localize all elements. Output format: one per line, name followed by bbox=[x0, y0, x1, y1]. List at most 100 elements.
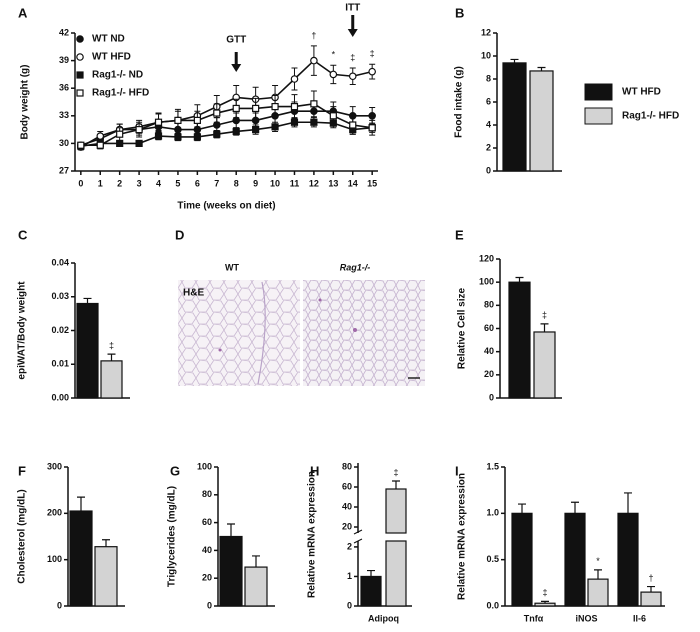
y-tick-label: 100 bbox=[197, 461, 212, 471]
significance-mark: ‡ bbox=[393, 467, 398, 477]
legend-label: Rag1-/- HFD bbox=[622, 111, 679, 122]
marker bbox=[77, 141, 85, 149]
x-tick-label: 12 bbox=[309, 178, 319, 188]
y-tick-label: 0.04 bbox=[51, 257, 69, 267]
bar bbox=[502, 62, 527, 172]
annotation: ITT bbox=[345, 3, 360, 14]
series-line bbox=[80, 59, 373, 148]
y-tick-label: 20 bbox=[202, 573, 212, 583]
x-tick-label: 3 bbox=[137, 178, 142, 188]
y-axis-label: Triglycerides (mg/dL) bbox=[167, 486, 178, 587]
marker bbox=[368, 112, 376, 120]
marker bbox=[310, 56, 318, 65]
marker bbox=[232, 104, 240, 113]
y-tick-label: 0.0 bbox=[486, 600, 499, 610]
legend-label: WT ND bbox=[92, 34, 125, 45]
x-tick-label: 8 bbox=[234, 178, 239, 188]
y-tick-label: 2 bbox=[486, 142, 491, 152]
tissue-detail bbox=[257, 281, 266, 385]
marker bbox=[76, 53, 84, 61]
marker bbox=[271, 123, 279, 131]
marker bbox=[232, 116, 241, 125]
marker bbox=[213, 109, 221, 117]
error-bar bbox=[510, 58, 519, 63]
error-bar bbox=[537, 66, 546, 71]
series-line bbox=[80, 121, 373, 147]
y-tick-label: 40 bbox=[342, 501, 352, 511]
marker bbox=[135, 139, 143, 147]
marker bbox=[76, 89, 84, 97]
x-tick-label: Il-6 bbox=[633, 613, 646, 623]
error-bar bbox=[571, 501, 579, 514]
marker bbox=[290, 75, 299, 83]
error-bar bbox=[624, 492, 632, 514]
marker bbox=[135, 125, 143, 134]
error-bar bbox=[367, 569, 375, 577]
error-bar bbox=[102, 539, 110, 547]
series-line bbox=[80, 110, 373, 146]
y-tick-label: 6 bbox=[486, 96, 491, 106]
y-axis-label: Relative mRNA expression bbox=[307, 471, 318, 598]
bar bbox=[219, 535, 243, 607]
y-tick-label: 0 bbox=[57, 600, 62, 610]
tissue-detail bbox=[353, 328, 357, 332]
y-tick-label: 200 bbox=[47, 508, 62, 518]
y-tick-label: 0.5 bbox=[486, 554, 499, 564]
tissue-detail bbox=[218, 348, 222, 352]
significance-mark: † bbox=[311, 30, 316, 40]
marker bbox=[154, 118, 163, 126]
bar bbox=[617, 512, 639, 607]
y-tick-label: 30 bbox=[59, 138, 69, 148]
error-bar bbox=[77, 496, 85, 512]
significance-mark: † bbox=[648, 573, 653, 583]
y-tick-label: 1 bbox=[347, 571, 352, 581]
marker bbox=[271, 102, 279, 111]
y-tick-label: 0.02 bbox=[51, 325, 69, 335]
marker bbox=[310, 118, 318, 126]
marker bbox=[310, 100, 318, 108]
y-tick-label: 0.03 bbox=[51, 291, 69, 301]
y-tick-label: 4 bbox=[486, 119, 491, 129]
error-bar bbox=[647, 585, 655, 593]
error-bar bbox=[252, 555, 260, 568]
panel-letter: E bbox=[455, 227, 464, 242]
bar bbox=[94, 546, 118, 607]
panel-letter: I bbox=[455, 463, 459, 478]
bar bbox=[360, 575, 382, 607]
marker bbox=[348, 72, 357, 81]
marker bbox=[116, 130, 124, 138]
error-bar bbox=[392, 480, 400, 489]
bar bbox=[508, 281, 531, 399]
marker bbox=[368, 124, 376, 132]
image-label: Rag1-/- bbox=[340, 262, 371, 272]
marker bbox=[193, 133, 201, 141]
y-tick-label: 0 bbox=[207, 600, 212, 610]
panel-letter: G bbox=[170, 463, 180, 478]
y-tick-label: 60 bbox=[202, 517, 212, 527]
stain-label: H&E bbox=[183, 288, 204, 299]
x-tick-label: 7 bbox=[214, 178, 219, 188]
marker bbox=[96, 141, 104, 149]
y-tick-label: 1.0 bbox=[486, 508, 499, 518]
bar bbox=[244, 566, 268, 607]
x-tick-label: 5 bbox=[175, 178, 180, 188]
micrograph bbox=[303, 280, 425, 386]
y-tick-label: 300 bbox=[47, 461, 62, 471]
panel-letter: H bbox=[310, 463, 319, 478]
legend-swatch bbox=[584, 107, 613, 125]
marker bbox=[193, 116, 201, 125]
legend-label: WT HFD bbox=[622, 87, 661, 98]
x-tick-label: 0 bbox=[78, 178, 83, 188]
y-tick-label: 80 bbox=[342, 461, 352, 471]
x-axis-label: Time (weeks on diet) bbox=[177, 201, 275, 212]
legend-swatch bbox=[584, 83, 613, 101]
bar bbox=[533, 331, 556, 399]
y-tick-label: 0.01 bbox=[51, 359, 69, 369]
x-tick-label: 1 bbox=[98, 178, 103, 188]
marker bbox=[212, 121, 221, 129]
x-tick-label: 11 bbox=[290, 178, 300, 188]
bar bbox=[640, 591, 662, 607]
axis-break bbox=[353, 529, 363, 544]
y-tick-label: 39 bbox=[59, 55, 69, 65]
